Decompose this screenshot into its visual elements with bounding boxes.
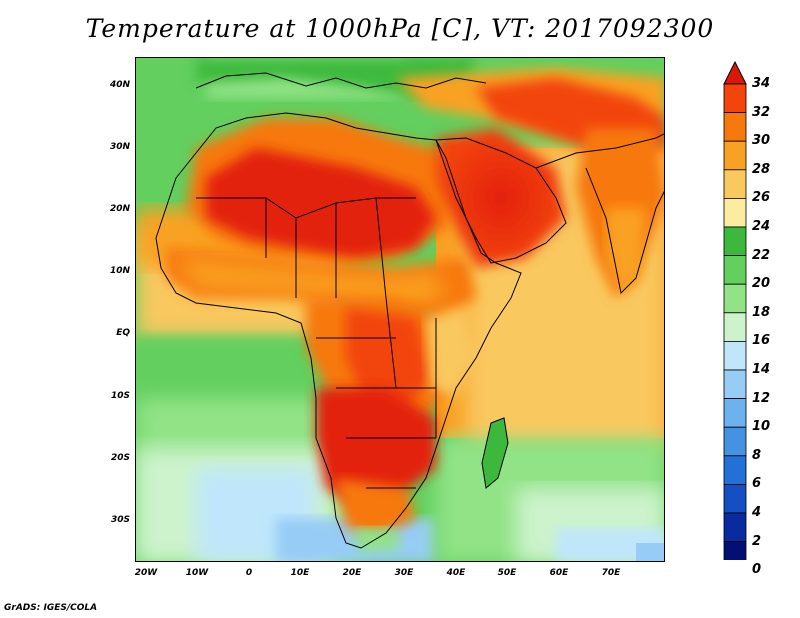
lon-label-40e: 40E <box>446 568 466 578</box>
colorbar-segment <box>723 455 747 485</box>
colorbar-label: 22 <box>752 247 771 263</box>
colorbar-label: 16 <box>752 333 771 349</box>
lon-label-10w: 10W <box>185 568 209 578</box>
lat-label-20n: 20N <box>109 204 130 214</box>
colorbar-label: 10 <box>752 419 771 435</box>
colorbar-label: 8 <box>752 447 762 463</box>
colorbar-label: 34 <box>752 76 771 91</box>
lon-label-50e: 50E <box>497 568 517 578</box>
colorbar-segment <box>723 226 747 257</box>
lat-label-20s: 20S <box>110 453 130 463</box>
colorbar-segment <box>723 541 747 560</box>
colorbar-label: 26 <box>752 190 771 206</box>
colorbar-label: 24 <box>752 219 771 234</box>
colorbar-label: 14 <box>752 362 771 377</box>
lat-label-eq: EQ <box>116 328 130 338</box>
lon-label-30e: 30E <box>394 568 414 578</box>
lon-label-60e: 60E <box>549 568 569 578</box>
colorbar-segment <box>723 483 747 514</box>
lon-label-10e: 10E <box>290 568 310 578</box>
colorbar-label: 30 <box>752 133 771 149</box>
colorbar-label: 6 <box>752 476 762 492</box>
colorbar-segment <box>723 283 747 314</box>
colorbar-label: 28 <box>752 161 771 177</box>
colorbar-segment <box>723 83 747 114</box>
colorbar-label: 0 <box>752 562 762 578</box>
lat-label-40n: 40N <box>109 80 130 90</box>
colorbar-label: 18 <box>752 304 771 320</box>
land-temperature-field <box>166 58 664 553</box>
colorbar-top-arrow <box>723 60 747 85</box>
lon-label-20e: 20E <box>342 568 362 578</box>
colorbar-segment <box>723 169 747 199</box>
lon-label-70e: 70E <box>601 568 621 578</box>
lat-label-30n: 30N <box>109 142 130 152</box>
colorbar-segment <box>723 340 747 371</box>
temperature-map <box>135 57 665 562</box>
colorbar-segment <box>723 197 747 228</box>
colorbar-segment <box>723 312 747 342</box>
colorbar-label: 4 <box>752 505 762 520</box>
colorbar-label: 32 <box>752 104 771 120</box>
lat-label-10s: 10S <box>110 391 130 401</box>
lon-label-0: 0 <box>245 568 253 578</box>
lat-label-30s: 30S <box>110 515 130 525</box>
colorbar <box>723 60 747 560</box>
colorbar-segment <box>723 426 747 457</box>
lat-label-10n: 10N <box>109 266 130 276</box>
colorbar-label: 12 <box>752 390 771 406</box>
colorbar-segment <box>723 112 747 142</box>
grads-credit: GrADS: IGES/COLA <box>4 603 98 613</box>
colorbar-segment <box>723 398 747 428</box>
lon-label-20w: 20W <box>134 568 158 578</box>
map-title: Temperature at 1000hPa [C], VT: 20170923… <box>85 14 715 43</box>
coastlines <box>155 72 664 549</box>
colorbar-segment <box>723 512 747 543</box>
colorbar-segment <box>723 369 747 400</box>
colorbar-label: 20 <box>752 276 771 292</box>
colorbar-segment <box>723 255 747 285</box>
colorbar-label: 2 <box>752 533 762 549</box>
colorbar-segment <box>723 140 747 171</box>
